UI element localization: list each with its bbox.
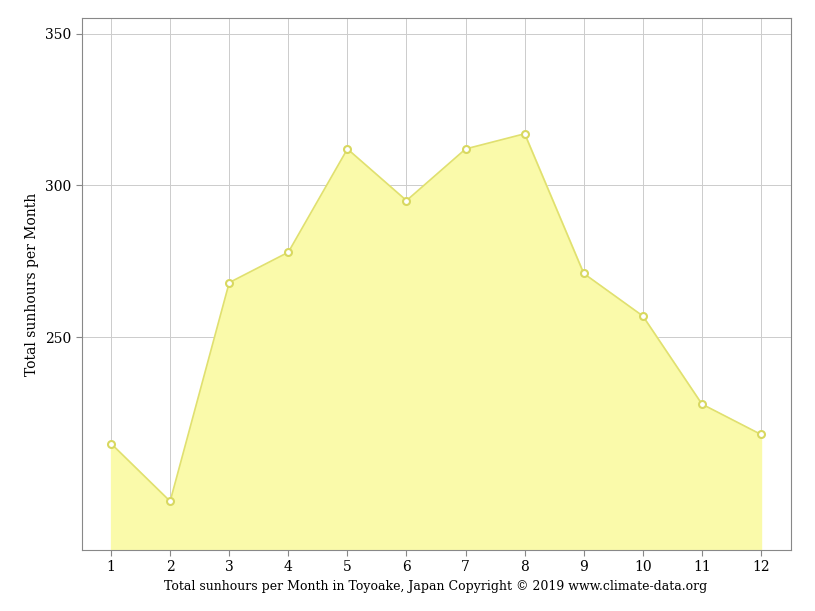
X-axis label: Total sunhours per Month in Toyoake, Japan Copyright © 2019 www.climate-data.org: Total sunhours per Month in Toyoake, Jap… bbox=[165, 580, 707, 593]
Y-axis label: Total sunhours per Month: Total sunhours per Month bbox=[25, 192, 39, 376]
